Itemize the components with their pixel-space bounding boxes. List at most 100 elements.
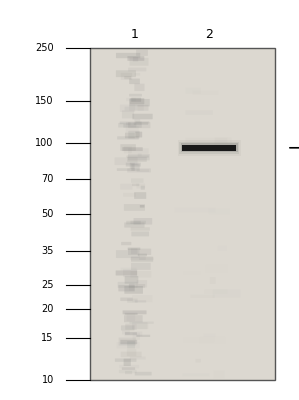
FancyBboxPatch shape — [135, 300, 146, 302]
FancyBboxPatch shape — [116, 250, 139, 258]
Bar — [182, 144, 236, 151]
FancyBboxPatch shape — [118, 123, 136, 128]
FancyBboxPatch shape — [117, 168, 135, 171]
FancyBboxPatch shape — [116, 53, 140, 58]
FancyBboxPatch shape — [124, 222, 145, 228]
FancyBboxPatch shape — [135, 372, 152, 376]
FancyBboxPatch shape — [131, 263, 151, 270]
FancyBboxPatch shape — [134, 192, 146, 199]
FancyBboxPatch shape — [128, 148, 149, 154]
FancyBboxPatch shape — [121, 268, 137, 270]
FancyBboxPatch shape — [136, 335, 150, 337]
FancyBboxPatch shape — [125, 313, 138, 315]
FancyBboxPatch shape — [116, 70, 136, 77]
FancyBboxPatch shape — [126, 163, 141, 166]
FancyBboxPatch shape — [119, 365, 139, 368]
FancyBboxPatch shape — [130, 258, 154, 260]
FancyBboxPatch shape — [136, 184, 145, 188]
FancyBboxPatch shape — [132, 114, 153, 119]
FancyBboxPatch shape — [128, 122, 150, 128]
FancyBboxPatch shape — [123, 359, 131, 366]
FancyBboxPatch shape — [119, 338, 136, 346]
FancyBboxPatch shape — [129, 99, 150, 106]
FancyBboxPatch shape — [130, 163, 135, 169]
FancyBboxPatch shape — [121, 325, 135, 330]
Text: 15: 15 — [42, 333, 54, 343]
FancyBboxPatch shape — [135, 121, 149, 124]
FancyBboxPatch shape — [137, 280, 147, 288]
FancyBboxPatch shape — [135, 119, 140, 122]
FancyBboxPatch shape — [128, 68, 146, 71]
Bar — [90, 48, 275, 380]
FancyBboxPatch shape — [116, 342, 140, 348]
FancyBboxPatch shape — [125, 332, 137, 335]
FancyBboxPatch shape — [125, 332, 142, 336]
FancyBboxPatch shape — [133, 333, 140, 340]
FancyBboxPatch shape — [137, 324, 148, 329]
Bar — [181, 143, 238, 152]
FancyBboxPatch shape — [131, 98, 141, 102]
FancyBboxPatch shape — [124, 286, 143, 294]
Text: 2: 2 — [205, 28, 213, 40]
Text: 20: 20 — [42, 304, 54, 314]
FancyBboxPatch shape — [124, 204, 145, 211]
FancyBboxPatch shape — [134, 84, 144, 91]
FancyBboxPatch shape — [132, 184, 139, 186]
FancyBboxPatch shape — [128, 249, 151, 255]
FancyBboxPatch shape — [118, 282, 137, 288]
FancyBboxPatch shape — [135, 132, 142, 138]
FancyBboxPatch shape — [127, 341, 135, 348]
FancyBboxPatch shape — [126, 156, 149, 158]
FancyBboxPatch shape — [115, 358, 136, 362]
FancyBboxPatch shape — [129, 104, 144, 111]
FancyBboxPatch shape — [123, 310, 147, 314]
FancyBboxPatch shape — [127, 168, 151, 172]
FancyBboxPatch shape — [126, 221, 141, 224]
Text: 70: 70 — [42, 174, 54, 184]
FancyBboxPatch shape — [122, 147, 143, 151]
Text: 10: 10 — [42, 375, 54, 385]
FancyBboxPatch shape — [125, 107, 138, 110]
Text: 100: 100 — [36, 138, 54, 148]
FancyBboxPatch shape — [116, 270, 137, 276]
FancyBboxPatch shape — [120, 104, 135, 112]
FancyBboxPatch shape — [140, 205, 144, 208]
FancyBboxPatch shape — [130, 221, 146, 224]
Bar — [179, 142, 239, 154]
FancyBboxPatch shape — [139, 256, 146, 260]
FancyBboxPatch shape — [131, 227, 150, 231]
FancyBboxPatch shape — [120, 340, 137, 344]
FancyBboxPatch shape — [129, 58, 149, 66]
FancyBboxPatch shape — [210, 277, 216, 284]
FancyBboxPatch shape — [126, 126, 139, 133]
FancyBboxPatch shape — [120, 144, 136, 151]
Text: 1: 1 — [131, 28, 138, 40]
FancyBboxPatch shape — [124, 315, 143, 322]
FancyBboxPatch shape — [120, 122, 142, 124]
FancyBboxPatch shape — [129, 283, 134, 291]
FancyBboxPatch shape — [123, 124, 142, 128]
FancyBboxPatch shape — [131, 164, 140, 171]
FancyBboxPatch shape — [125, 324, 137, 330]
FancyBboxPatch shape — [182, 373, 209, 376]
FancyBboxPatch shape — [123, 269, 137, 277]
FancyBboxPatch shape — [196, 359, 201, 362]
FancyBboxPatch shape — [126, 122, 131, 125]
FancyBboxPatch shape — [120, 184, 132, 190]
FancyBboxPatch shape — [117, 136, 139, 140]
FancyBboxPatch shape — [120, 298, 133, 301]
FancyBboxPatch shape — [131, 178, 144, 183]
FancyBboxPatch shape — [129, 322, 154, 324]
FancyBboxPatch shape — [134, 218, 152, 224]
FancyBboxPatch shape — [131, 257, 153, 262]
FancyBboxPatch shape — [138, 254, 147, 256]
FancyBboxPatch shape — [125, 276, 138, 284]
Text: 150: 150 — [35, 96, 54, 106]
FancyBboxPatch shape — [132, 322, 147, 329]
Bar — [178, 140, 241, 156]
FancyBboxPatch shape — [125, 133, 135, 138]
FancyBboxPatch shape — [122, 110, 134, 118]
FancyBboxPatch shape — [141, 186, 145, 190]
FancyBboxPatch shape — [129, 78, 140, 84]
FancyBboxPatch shape — [134, 122, 148, 125]
